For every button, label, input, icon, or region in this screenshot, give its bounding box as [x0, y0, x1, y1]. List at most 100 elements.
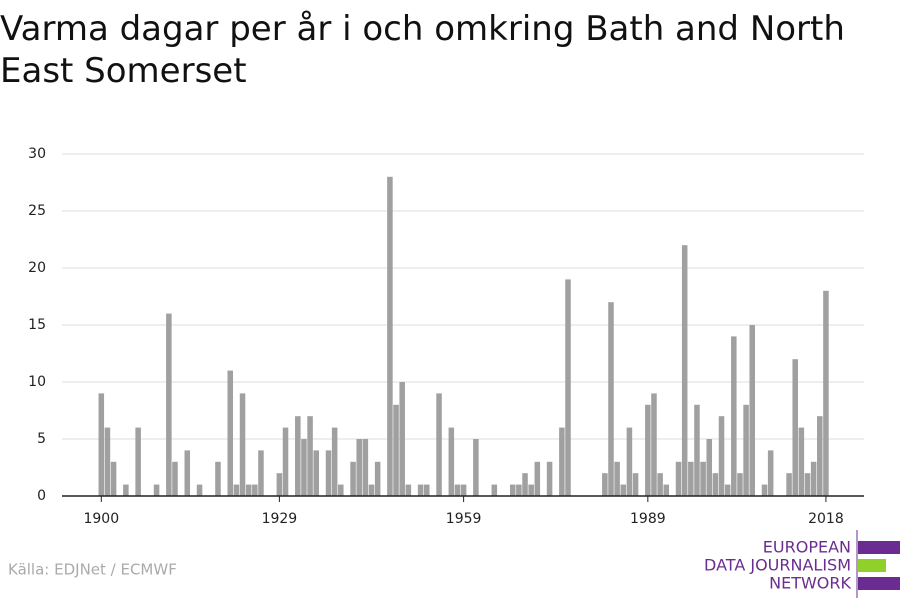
logo-bar: [858, 541, 900, 554]
logo-text: DATA JOURNALISM: [704, 556, 851, 575]
bar: [123, 484, 129, 496]
bar: [798, 427, 805, 496]
bar: [614, 461, 620, 496]
bar: [393, 404, 399, 496]
bar: [645, 404, 651, 496]
bar: [368, 484, 375, 496]
x-tick-label: 1900: [83, 511, 119, 527]
bar: [424, 484, 430, 496]
bar: [196, 484, 203, 496]
bar: [387, 176, 393, 497]
bar: [473, 439, 479, 496]
bar: [295, 416, 301, 496]
bar: [166, 313, 172, 496]
y-tick-label: 10: [28, 374, 46, 390]
bar: [104, 427, 111, 496]
bar: [743, 404, 749, 496]
bar: [362, 439, 369, 496]
bar: [749, 325, 755, 496]
bar: [98, 393, 105, 496]
bar: [454, 484, 461, 496]
y-tick-label: 5: [37, 431, 46, 447]
bar: [417, 484, 424, 496]
bar: [405, 484, 412, 496]
logo-bar: [858, 559, 886, 572]
bar: [632, 473, 639, 496]
bar: [301, 439, 307, 496]
bar: [534, 461, 541, 496]
bar: [509, 484, 516, 496]
bar: [331, 427, 338, 496]
bar: [620, 484, 627, 496]
bar: [252, 484, 258, 496]
bar: [448, 427, 455, 496]
bar: [374, 461, 381, 496]
bar: [399, 382, 405, 496]
x-tick-label: 1929: [262, 511, 298, 527]
bar: [767, 450, 774, 496]
bar: [227, 370, 234, 496]
bar: [325, 450, 332, 496]
logo-text: EUROPEAN: [763, 538, 851, 557]
bar: [307, 416, 313, 496]
x-tick-label: 1989: [630, 511, 666, 527]
bar: [731, 336, 737, 496]
bar: [172, 461, 178, 496]
bar: [350, 461, 356, 496]
bar: [626, 427, 633, 496]
bar: [681, 245, 688, 496]
bar: [761, 484, 768, 496]
bar: [516, 484, 522, 496]
y-tick-label: 15: [28, 317, 46, 333]
logo-text: NETWORK: [769, 574, 851, 593]
bar: [804, 473, 811, 496]
x-tick-label: 2018: [808, 511, 844, 527]
bar: [810, 461, 817, 496]
bar: [258, 450, 264, 496]
bar: [565, 279, 571, 496]
bar: [700, 461, 706, 496]
bar: [522, 473, 528, 496]
bar: [460, 484, 467, 496]
bar: [706, 439, 713, 496]
y-tick-label: 0: [37, 488, 46, 504]
bar: [184, 450, 191, 496]
bar: [356, 439, 362, 496]
source: Källa: EDJNet / ECMWF: [8, 561, 177, 579]
bar: [737, 473, 743, 496]
bar: [688, 461, 694, 496]
bar: [823, 290, 829, 496]
bar: [245, 484, 252, 496]
bar: [817, 416, 823, 496]
bar: [239, 393, 246, 496]
bar: [663, 484, 670, 496]
bar: [338, 484, 344, 496]
bar: [282, 427, 289, 496]
x-tick-label: 1959: [446, 511, 482, 527]
bar: [792, 359, 798, 496]
bar: [491, 484, 498, 496]
y-tick-label: 20: [28, 260, 46, 276]
bar: [110, 461, 117, 496]
bar: [276, 473, 283, 496]
bar: [675, 461, 682, 496]
bar: [712, 473, 719, 496]
bar: [135, 427, 141, 496]
bar: [724, 484, 731, 496]
chart-title: Varma dagar per år i och omkring Bath an…: [0, 9, 845, 91]
bar: [786, 473, 792, 496]
bar: [313, 450, 319, 496]
bar: [436, 393, 442, 496]
y-tick-label: 30: [28, 146, 46, 162]
bar: [694, 404, 700, 496]
bar: [233, 484, 240, 496]
bar: [559, 427, 565, 496]
bar: [215, 461, 221, 496]
logo-bar: [858, 577, 900, 590]
bar: [528, 484, 534, 496]
bar: [153, 484, 160, 496]
bar: [546, 461, 553, 496]
bar: [657, 473, 663, 496]
